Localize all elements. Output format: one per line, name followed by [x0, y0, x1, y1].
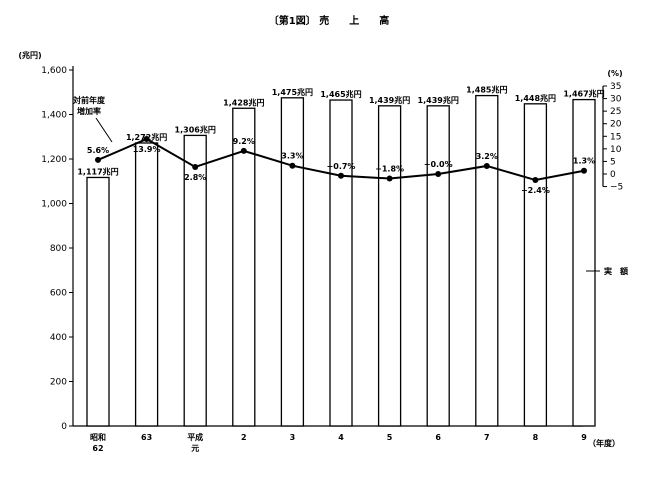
left-tick-label: 200: [50, 378, 67, 388]
growth-point-3: [240, 147, 247, 154]
bar-series: 1,117兆円1,272兆円1,306兆円1,428兆円1,475兆円1,465…: [77, 85, 605, 427]
x-tick-label: 7: [484, 433, 490, 442]
x-axis-unit: （年度）: [588, 438, 620, 448]
right-tick-label: 30: [610, 95, 622, 105]
bar-value-label: 1,485兆円: [466, 85, 507, 95]
growth-point-2: [192, 163, 199, 170]
bar-value-label: 1,475兆円: [272, 87, 313, 97]
bar-8: [475, 94, 499, 427]
line-legend-pointer: [95, 117, 113, 143]
growth-value-label: 3.2%: [476, 152, 498, 161]
x-tick-label: 平成: [187, 432, 203, 442]
growth-value-label: −0.7%: [327, 162, 356, 171]
bar-1: [134, 142, 159, 427]
right-tick-label: 25: [610, 107, 621, 117]
x-tick-label: 5: [387, 433, 393, 442]
left-tick-label: 1,000: [41, 200, 67, 210]
bar-value-label: 1,117兆円: [77, 166, 118, 176]
x-tick-label: 6: [435, 433, 441, 442]
bar-value-label: 1,439兆円: [369, 95, 410, 105]
line-legend-label: 対前年度: [72, 95, 106, 105]
x-tick-label: 62: [92, 444, 103, 453]
right-axis: −5 0 5 10 15 20 25 30 35: [602, 82, 623, 193]
right-axis-unit: (%): [607, 69, 622, 78]
bar-value-label: 1,439兆円: [418, 95, 459, 105]
x-tick-label: 昭和: [90, 432, 106, 442]
growth-point-4: [289, 162, 296, 169]
bar-value-label: 1,467兆円: [563, 89, 604, 99]
right-tick-label: 10: [610, 145, 622, 155]
right-tick-label: 0: [610, 170, 616, 180]
line-series: 5.6% 13.9% 2.8% 9.2% 3.3% −0.7% −1.8% −0.0% 3.2%…: [87, 136, 595, 195]
x-tick-label: 2: [241, 433, 247, 442]
growth-value-label: 2.8%: [184, 173, 206, 182]
left-axis: 0 200 400 600 800 1,000 1,200 1,400 1,600: [41, 66, 583, 432]
bar-legend-label: 実 額: [604, 266, 628, 276]
growth-point-8: [483, 162, 490, 169]
left-tick-label: 0: [61, 422, 67, 432]
x-tick-label: 3: [290, 433, 296, 442]
growth-value-label: 1.3%: [573, 157, 595, 166]
x-axis-labels: 昭和 62 63 平成元 2 3 4 5 6 7 8 9: [90, 432, 587, 453]
bar-3: [232, 107, 256, 427]
growth-point-6: [386, 175, 393, 182]
bar-value-label: 1,306兆円: [175, 124, 216, 134]
right-tick-label: 5: [610, 157, 616, 167]
right-tick-label: −5: [610, 183, 623, 193]
x-tick-label: 元: [191, 444, 199, 453]
right-tick-label: 35: [610, 82, 621, 92]
bar-7: [426, 105, 450, 427]
growth-point-1: [143, 136, 150, 143]
left-tick-label: 1,400: [41, 111, 67, 121]
growth-value-label: 13.9%: [133, 145, 161, 154]
left-tick-label: 1,200: [41, 155, 67, 165]
bar-value-label: 1,465兆円: [320, 89, 361, 99]
growth-point-10: [581, 167, 587, 174]
growth-value-label: 9.2%: [233, 137, 255, 146]
line-legend-label: 増加率: [77, 106, 101, 116]
left-tick-label: 800: [50, 244, 67, 254]
right-tick-label: 20: [610, 120, 622, 130]
bar-10: [572, 98, 596, 427]
left-tick-label: 1,600: [41, 66, 67, 76]
left-axis-unit: (兆円): [18, 50, 41, 60]
x-tick-label: 8: [533, 433, 539, 442]
bar-2: [183, 134, 207, 427]
growth-point-0: [95, 156, 101, 163]
bar-4: [280, 97, 305, 427]
growth-value-label: −0.0%: [424, 160, 453, 169]
bar-9: [523, 103, 548, 427]
left-tick-label: 600: [50, 289, 67, 299]
growth-point-5: [338, 172, 344, 179]
growth-value-label: 5.6%: [87, 146, 109, 155]
x-tick-label: 9: [581, 433, 587, 442]
right-tick-label: 15: [610, 132, 621, 142]
chart-title: 〔第1図〕 売 上 高: [269, 14, 389, 27]
x-tick-label: 4: [338, 433, 344, 442]
bar-value-label: 1,428兆円: [223, 97, 264, 107]
bar-value-label: 1,448兆円: [515, 93, 556, 103]
growth-value-label: −2.4%: [521, 186, 550, 195]
growth-value-label: −1.8%: [375, 165, 404, 174]
bar-5: [329, 99, 353, 427]
growth-point-9: [532, 177, 539, 184]
x-tick-label: 63: [141, 433, 152, 442]
growth-point-7: [435, 171, 442, 177]
bar-6: [377, 105, 402, 427]
bar-0: [86, 176, 110, 427]
left-tick-label: 400: [50, 333, 67, 343]
growth-value-label: 3.3%: [281, 152, 303, 161]
